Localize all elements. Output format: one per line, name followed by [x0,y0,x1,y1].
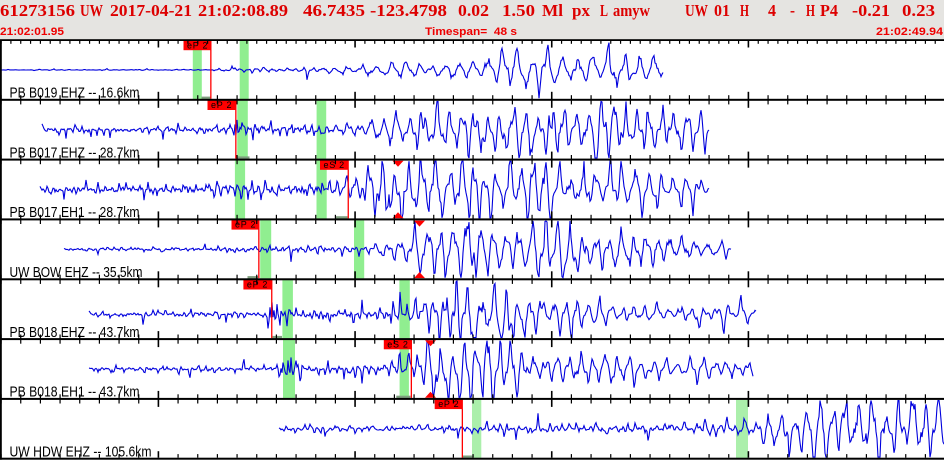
svg-text:PB B017 EHZ -- 28.7km: PB B017 EHZ -- 28.7km [10,144,140,161]
svg-text:UW HDW EHZ -- 105.6km: UW HDW EHZ -- 105.6km [10,444,152,460]
svg-text:Timespan= 48 s: Timespan= 48 s [425,26,517,38]
svg-text:PB B018 EHZ -- 43.7km: PB B018 EHZ -- 43.7km [10,324,140,341]
svg-text:PB B019 EHZ -- 16.6km: PB B019 EHZ -- 16.6km [10,85,140,102]
svg-text:21:02:08.89: 21:02:08.89 [198,1,288,20]
svg-text:eP 2: eP 2 [211,100,232,110]
svg-text:eP 2: eP 2 [235,220,256,230]
svg-text:eP 2: eP 2 [247,280,268,290]
svg-text:1.50: 1.50 [502,1,535,20]
svg-text:UW: UW [80,1,103,20]
svg-text:H: H [740,1,749,20]
svg-text:0.02: 0.02 [458,1,489,20]
svg-text:-: - [790,1,795,20]
svg-text:UW BOW EHZ -- 35.5km: UW BOW EHZ -- 35.5km [10,264,143,281]
svg-text:-0.21: -0.21 [852,1,890,20]
svg-text:4: 4 [768,1,776,20]
svg-text:px: px [572,1,590,20]
svg-text:PB B017 EH1 -- 28.7km: PB B017 EH1 -- 28.7km [10,204,140,221]
svg-text:eP 2: eP 2 [187,40,208,50]
svg-text:46.7435: 46.7435 [303,1,365,20]
svg-text:2017-04-21: 2017-04-21 [110,1,192,20]
svg-text:61273156: 61273156 [0,1,75,20]
svg-text:21:02:49.94: 21:02:49.94 [876,26,944,38]
svg-text:21:02:01.95: 21:02:01.95 [0,26,64,38]
svg-text:eP 2: eP 2 [438,399,459,409]
svg-text:UW: UW [685,1,708,20]
svg-text:eS 2: eS 2 [387,339,408,349]
svg-text:0.23: 0.23 [902,1,935,20]
svg-text:P4: P4 [820,1,838,20]
svg-text:01: 01 [714,1,730,20]
svg-text:eS 2: eS 2 [324,160,345,170]
svg-text:L: L [600,1,608,20]
svg-text:H: H [806,1,815,20]
svg-text:Ml: Ml [542,1,563,20]
svg-text:amyw: amyw [613,1,651,20]
svg-text:PB B018 EH1 -- 43.7km: PB B018 EH1 -- 43.7km [10,384,140,401]
svg-text:-123.4798: -123.4798 [370,1,447,20]
